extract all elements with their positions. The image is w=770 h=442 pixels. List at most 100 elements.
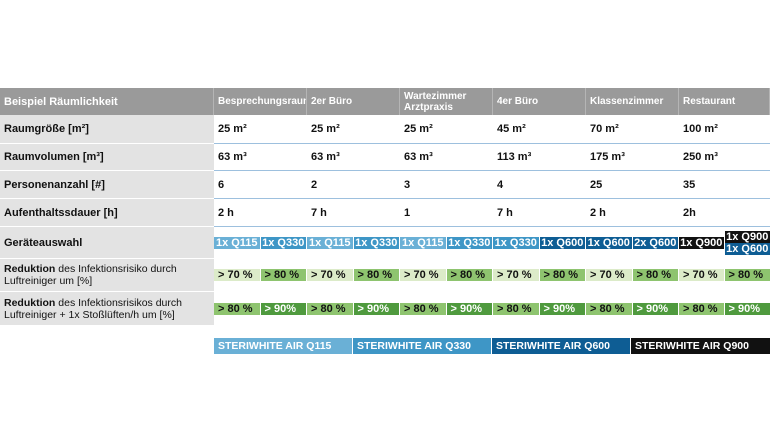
- table-cell: 3: [400, 171, 493, 199]
- table-cell: 2: [307, 171, 400, 199]
- device-group: 1x Q900 1x Q900 1x Q600: [679, 227, 770, 259]
- label-bold: Reduktion: [4, 296, 56, 309]
- table-cell: 45 m²: [493, 115, 586, 144]
- table-cell: 7 h: [307, 199, 400, 227]
- table-cell: 70 m²: [586, 115, 679, 144]
- reduction-group: > 80 % > 90%: [214, 292, 307, 326]
- label-text: des Infektionsrisiko durch Luftreiniger …: [4, 263, 177, 287]
- label-bold: Reduktion: [4, 263, 56, 275]
- reduction-value: > 80 %: [586, 302, 633, 316]
- reduction-value: > 80 %: [260, 269, 307, 282]
- reduction-group: > 80 % > 90%: [493, 292, 586, 326]
- reduction-value: > 90%: [353, 302, 400, 316]
- header-room: Restaurant: [679, 88, 770, 115]
- table-cell: 2 h: [214, 199, 307, 227]
- header-room: 2er Büro: [307, 88, 400, 115]
- device-badge: 2x Q600: [632, 236, 679, 250]
- header-room: Klassenzimmer: [586, 88, 679, 115]
- device-badge: 1x Q600: [586, 236, 633, 250]
- device-badge: 1x Q115: [307, 236, 354, 250]
- table-cell: 25 m²: [307, 115, 400, 144]
- reduction-value: > 70 %: [679, 269, 725, 282]
- reduction-group: > 80 % > 90%: [307, 292, 400, 326]
- device-badge: 1x Q600: [724, 242, 770, 255]
- row-label: Raumgröße [m²]: [0, 115, 214, 144]
- device-badge: 1x Q900: [724, 230, 770, 243]
- reduction-value: > 80 %: [632, 269, 679, 282]
- table-cell: 25: [586, 171, 679, 199]
- row-label-reduction-ventilation: Reduktion des Infektionsrisikos durch Lu…: [0, 292, 214, 326]
- reduction-value: > 80 %: [214, 302, 261, 316]
- reduction-value: > 70 %: [214, 269, 261, 282]
- reduction-value: > 90%: [446, 302, 493, 316]
- reduction-value: > 80 %: [353, 269, 400, 282]
- table-cell: 4: [493, 171, 586, 199]
- device-badge: 1x Q330: [446, 236, 493, 250]
- reduction-value: > 70 %: [400, 269, 447, 282]
- header-room-example: Beispiel Räumlichkeit: [0, 88, 214, 115]
- table-cell: 63 m³: [214, 144, 307, 171]
- row-label: Personenanzahl [#]: [0, 171, 214, 199]
- device-group: 1x Q330 1x Q600: [493, 227, 586, 259]
- header-room: Wartezimmer Arztpraxis: [400, 88, 493, 115]
- reduction-value: > 90%: [539, 302, 586, 316]
- header-room: 4er Büro: [493, 88, 586, 115]
- reduction-group: > 70 % > 80 %: [307, 259, 400, 292]
- device-group: 1x Q600 2x Q600: [586, 227, 679, 259]
- legend-item-q900: STERIWHITE AIR Q900: [631, 336, 770, 354]
- reduction-value: > 70 %: [493, 269, 540, 282]
- reduction-value: > 90%: [724, 302, 770, 316]
- table-cell: 25 m²: [400, 115, 493, 144]
- table-cell: 250 m³: [679, 144, 770, 171]
- table-cell: 7 h: [493, 199, 586, 227]
- reduction-value: > 90%: [632, 302, 679, 316]
- device-badge: 1x Q115: [400, 236, 447, 250]
- reduction-value: > 80 %: [307, 302, 354, 316]
- row-label: Aufenthaltssdauer [h]: [0, 199, 214, 227]
- table-cell: 100 m²: [679, 115, 770, 144]
- table-cell: 175 m³: [586, 144, 679, 171]
- reduction-value: > 80 %: [446, 269, 493, 282]
- legend-item-q115: STERIWHITE AIR Q115: [214, 336, 353, 354]
- legend-item-q330: STERIWHITE AIR Q330: [353, 336, 492, 354]
- device-badge: 1x Q115: [214, 236, 261, 250]
- reduction-group: > 70 % > 80 %: [493, 259, 586, 292]
- reduction-group: > 80 % > 90%: [586, 292, 679, 326]
- row-label-device-selection: Geräteauswahl: [0, 227, 214, 259]
- reduction-group: > 70 % > 80 %: [400, 259, 493, 292]
- row-label: Raumvolumen [m³]: [0, 144, 214, 171]
- reduction-group: > 70 % > 80 %: [586, 259, 679, 292]
- reduction-group: > 70 % > 80 %: [214, 259, 307, 292]
- reduction-group: > 70 % > 80 %: [679, 259, 770, 292]
- device-badge: 1x Q900: [679, 236, 725, 250]
- device-badge: 1x Q600: [539, 236, 586, 250]
- row-label-reduction: Reduktion des Infektionsrisiko durch Luf…: [0, 259, 214, 292]
- table-cell: 2h: [679, 199, 770, 227]
- device-group: 1x Q115 1x Q330: [307, 227, 400, 259]
- device-legend: STERIWHITE AIR Q115 STERIWHITE AIR Q330 …: [214, 336, 770, 354]
- table-cell: 63 m³: [400, 144, 493, 171]
- reduction-value: > 90%: [260, 302, 307, 316]
- comparison-table: Beispiel Räumlichkeit Besprechungsraum 2…: [0, 88, 770, 326]
- table-cell: 63 m³: [307, 144, 400, 171]
- reduction-value: > 80 %: [724, 269, 770, 282]
- reduction-value: > 80 %: [400, 302, 447, 316]
- reduction-group: > 80 % > 90%: [679, 292, 770, 326]
- reduction-group: > 80 % > 90%: [400, 292, 493, 326]
- table-cell: 6: [214, 171, 307, 199]
- device-group: 1x Q115 1x Q330: [214, 227, 307, 259]
- device-badge: 1x Q330: [493, 236, 540, 250]
- reduction-value: > 80 %: [493, 302, 540, 316]
- reduction-value: > 70 %: [586, 269, 633, 282]
- reduction-value: > 80 %: [679, 302, 725, 316]
- label-text: des Infektionsrisikos durch Luftreiniger…: [4, 296, 182, 321]
- device-badge: 1x Q330: [353, 236, 400, 250]
- table-cell: 113 m³: [493, 144, 586, 171]
- reduction-value: > 80 %: [539, 269, 586, 282]
- reduction-value: > 70 %: [307, 269, 354, 282]
- header-room: Besprechungsraum: [214, 88, 307, 115]
- legend-item-q600: STERIWHITE AIR Q600: [492, 336, 631, 354]
- table-cell: 35: [679, 171, 770, 199]
- device-badge-split: 1x Q900 1x Q600: [724, 230, 770, 256]
- device-badge: 1x Q330: [260, 236, 307, 250]
